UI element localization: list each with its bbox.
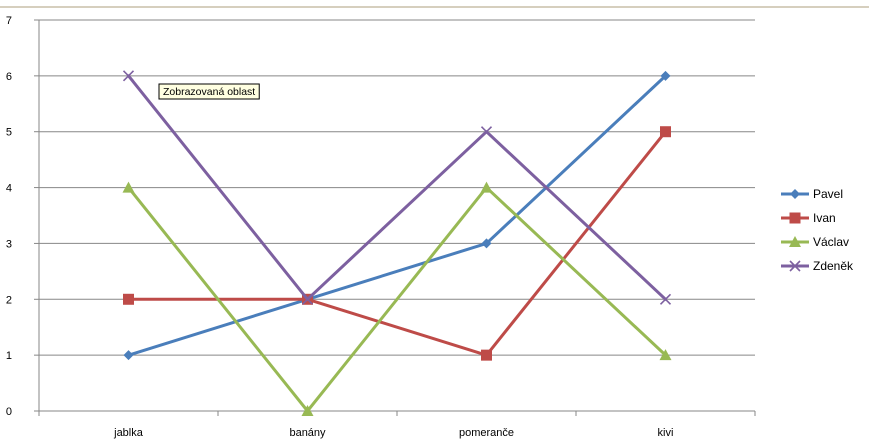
legend-label: Ivan [813,211,836,225]
series-zdenek [122,70,672,305]
y-tick-label: 1 [6,350,12,362]
legend-entry: Zdeněk [781,259,854,273]
series-lines [122,70,672,416]
series-line [127,186,667,413]
data-point [122,70,135,82]
y-tick-label: 7 [6,15,12,27]
data-point [481,238,492,249]
tooltip-text: Zobrazovaná oblast [163,86,255,98]
data-point [480,181,493,193]
y-tick-label: 5 [6,127,12,139]
data-point [659,293,672,305]
legend-marker [789,212,801,224]
series-line [127,74,667,301]
legend-entry: Pavel [781,187,843,201]
data-point [659,349,672,361]
x-tick-label: pomeranče [459,427,514,439]
x-tick-label: kivi [658,427,674,439]
legend-entry: Václav [781,235,849,249]
data-point [301,405,314,416]
y-tick-label: 3 [6,238,12,250]
tooltip: Zobrazovaná oblast [158,83,260,100]
axes [34,19,756,416]
data-point [123,350,134,361]
series-line [127,74,667,357]
data-point [660,126,671,138]
y-tick-label: 6 [6,71,12,83]
data-point [123,293,134,305]
legend-marker [789,260,801,272]
x-tick-label: jablka [113,427,144,439]
data-point [481,349,492,361]
legend-label: Václav [813,235,849,249]
data-point [660,70,671,81]
legend: Pavel Ivan Václav Zdeněk [781,187,854,273]
data-point [480,126,493,138]
legend-marker [789,236,801,247]
y-tick-labels: 0 1 2 3 4 5 6 7 [6,15,12,418]
data-point [301,293,314,305]
x-tick-labels: jablka banány pomeranče kivi [113,427,673,439]
data-point [122,181,135,193]
y-tick-label: 0 [6,406,12,418]
tooltip-box [158,83,260,100]
y-tick-label: 4 [6,183,12,195]
series-vaclav [122,181,672,416]
legend-label: Pavel [813,187,843,201]
legend-label: Zdeněk [813,259,854,273]
x-tick-label: banány [289,427,326,439]
legend-entry: Ivan [781,211,836,225]
legend-marker [790,189,800,199]
y-tick-label: 2 [6,294,12,306]
gridlines [39,19,755,356]
